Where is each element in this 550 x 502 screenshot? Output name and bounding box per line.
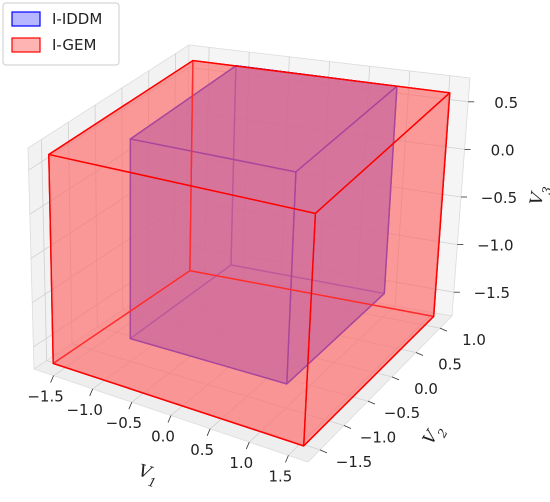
box-face (48, 153, 317, 447)
y-tick-label: 1.0 (462, 331, 486, 349)
tick-mark (245, 441, 250, 450)
z-tick-label: 0.0 (491, 141, 515, 159)
legend-label: I-GEM (52, 36, 96, 54)
gridline-y-floor (71, 343, 345, 426)
legend-swatch (11, 11, 41, 27)
y-tick-label: −0.5 (384, 404, 420, 422)
gridline-x-floor (288, 312, 434, 456)
x-axis-label: V1 (135, 461, 161, 491)
x-tick-label: 0.5 (190, 441, 214, 459)
legend-label: I-IDDM (52, 10, 102, 28)
tick-mark (50, 375, 54, 383)
box-i-gem (48, 59, 451, 447)
tick-mark (285, 455, 289, 463)
tick-mark (206, 428, 211, 436)
gridline-x-floor (249, 305, 396, 443)
z-tick-label: −1.0 (477, 237, 513, 255)
x-tick-label: 1.0 (229, 454, 253, 472)
tick-mark (128, 402, 133, 410)
tick-labels: −1.5−1.0−0.50.00.51.01.5−1.5−1.0−0.50.00… (27, 94, 518, 486)
z-tick-label: 0.5 (494, 94, 518, 112)
y-tick-label: −1.0 (360, 429, 396, 447)
z-tick-label: −0.5 (481, 189, 517, 207)
y-axis-label: V2 (419, 421, 451, 451)
x-tick-label: −1.5 (27, 388, 63, 406)
x-tick-label: 0.0 (151, 428, 175, 446)
tick-mark (167, 415, 172, 423)
axis-labels: V1 V2 V3 (135, 183, 550, 491)
tick-mark (319, 449, 328, 454)
tick-mark (343, 425, 352, 429)
x-tick-label: −0.5 (106, 414, 142, 432)
gridline-y-floor (46, 360, 321, 451)
y-tick-label: −1.5 (336, 453, 372, 471)
tick-mark (89, 388, 94, 397)
z-tick-label: −1.5 (474, 284, 510, 302)
tick-mark (391, 376, 400, 381)
gridline-z-left (28, 66, 189, 171)
x-tick-label: −1.0 (66, 401, 102, 419)
legend-swatch (11, 37, 41, 53)
legend: I-IDDM I-GEM (2, 2, 120, 66)
tick-mark (415, 352, 424, 356)
x-tick-label: 1.5 (268, 467, 292, 485)
z-axis-label: V3 (526, 183, 550, 207)
tick-mark (439, 327, 448, 332)
y-tick-label: 0.0 (414, 380, 438, 398)
tick-mark (367, 400, 376, 405)
data-boxes (48, 59, 451, 447)
y-tick-label: 0.5 (438, 356, 462, 374)
